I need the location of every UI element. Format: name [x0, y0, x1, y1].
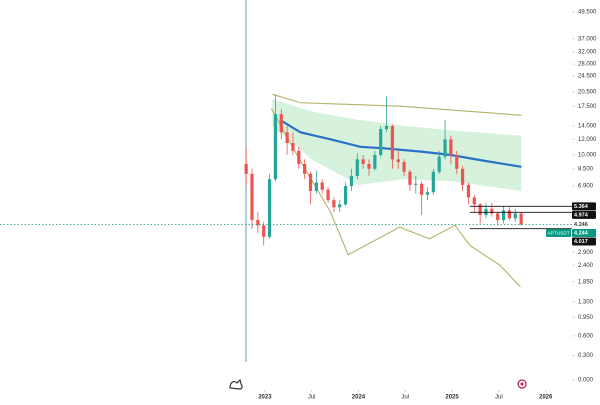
y-tick-label: 0.000: [578, 378, 594, 384]
y-tick-label: 12.000: [578, 137, 597, 143]
y-tick-label: 10.000: [578, 153, 597, 159]
candle-body: [513, 213, 517, 219]
candle-body: [496, 213, 500, 221]
candle-body: [291, 143, 295, 151]
event-icon[interactable]: [517, 379, 527, 389]
x-tick-label: Jul: [308, 395, 316, 400]
overlay-line: [272, 93, 522, 116]
candle-body: [285, 132, 289, 144]
candle-body: [349, 175, 354, 187]
x-tick-label: Jul: [495, 395, 503, 400]
candle-body: [443, 139, 447, 157]
x-tick-label: 2026: [539, 395, 553, 400]
candle-body: [267, 179, 272, 237]
price-badge: [572, 237, 596, 246]
candle-body: [338, 204, 342, 208]
candle-body: [379, 129, 383, 156]
symbol-tag: [546, 228, 571, 237]
y-tick-label: 0.300: [578, 353, 594, 359]
candle-body: [373, 155, 377, 169]
price-badge-label: 4.017: [574, 239, 588, 245]
candle-body: [472, 197, 476, 205]
candle-body: [519, 213, 523, 225]
candle-body: [273, 114, 278, 180]
candle-body: [326, 189, 330, 201]
candle-body: [408, 171, 412, 185]
symbol-tag-label: APTUSDT: [547, 231, 569, 237]
y-tick-label: 17.500: [578, 104, 597, 110]
candle-body: [244, 163, 248, 174]
candle-body: [449, 139, 453, 156]
price-badge-label: 4.244: [574, 231, 589, 237]
y-tick-label: 20.500: [578, 90, 597, 96]
price-badge: [572, 220, 596, 229]
candle-body: [367, 163, 371, 169]
candle-body: [355, 159, 359, 176]
y-tick-label: 32.000: [578, 49, 597, 55]
candle-body: [507, 210, 511, 219]
candle-body: [262, 225, 266, 237]
overlay-line: [279, 118, 522, 168]
candle-body: [414, 183, 418, 185]
candle-body: [455, 155, 459, 169]
y-tick-label: 0.950: [578, 315, 594, 321]
y-tick-label: 37.000: [578, 36, 597, 42]
candle-body: [490, 208, 494, 214]
logo-shape: [229, 378, 243, 390]
y-tick-label: 1.850: [578, 279, 594, 285]
price-badge-label: 5.364: [574, 204, 589, 210]
y-tick-label: 6.900: [578, 184, 594, 190]
candle-body: [402, 162, 406, 172]
x-tick-label: 2025: [445, 395, 459, 400]
overlay-line: [270, 108, 521, 288]
y-tick-label: 1.300: [578, 299, 594, 305]
candle-body: [431, 171, 435, 193]
y-tick-label: 14.000: [578, 123, 597, 129]
y-tick-label: 2.400: [578, 263, 594, 269]
candle-body: [256, 220, 260, 226]
y-tick-label: 2.900: [578, 250, 594, 256]
candle-body: [344, 186, 348, 205]
y-tick-label: 8.500: [578, 166, 594, 172]
price-badge-label: 4.246: [574, 222, 588, 228]
candle-body: [303, 163, 307, 174]
candle-body: [279, 114, 283, 133]
candle-body: [478, 204, 482, 216]
price-badge-label: 4.974: [574, 213, 589, 219]
price-badge: [572, 228, 596, 237]
x-tick-label: 2024: [352, 395, 366, 400]
candle-body: [384, 125, 389, 130]
price-badge: [572, 210, 596, 219]
x-tick-label: Jul: [401, 395, 409, 400]
candle-body: [314, 182, 318, 191]
candle-body: [501, 210, 506, 221]
y-tick-label: 28.000: [578, 62, 597, 68]
candle-body: [396, 159, 400, 163]
candle-body: [361, 159, 365, 164]
y-tick-label: 24.500: [578, 74, 597, 80]
band-area: [272, 98, 522, 191]
candle-body: [308, 173, 313, 191]
candle-body: [420, 183, 424, 195]
event-icon-dot: [520, 382, 524, 386]
y-tick-label: 0.600: [578, 333, 594, 339]
y-tick-label: 49.500: [578, 10, 597, 16]
candle-body: [250, 173, 254, 221]
candle-body: [390, 125, 395, 160]
candle-body: [320, 182, 324, 190]
candle-body: [297, 150, 301, 164]
candle-body: [466, 184, 471, 198]
background-layer: [264, 11, 575, 392]
candle-body: [460, 168, 465, 185]
candle-body: [425, 192, 430, 195]
price-badge: [572, 202, 596, 211]
x-tick-label: 2023: [258, 395, 272, 400]
candle-body: [437, 156, 441, 172]
candle-body: [332, 200, 336, 208]
tv-logo: [229, 378, 243, 390]
